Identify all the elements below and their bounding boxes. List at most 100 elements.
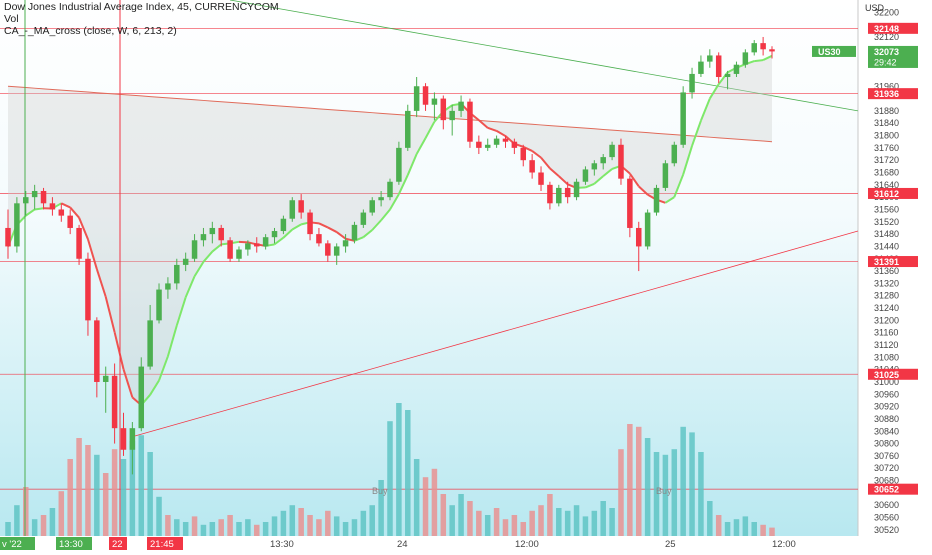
volume-bar: [290, 505, 296, 536]
candle-body: [325, 243, 331, 255]
candle-body: [316, 234, 322, 243]
candle-body: [663, 163, 669, 188]
volume-bar: [121, 459, 127, 536]
candle-body: [707, 55, 713, 61]
y-tick-label: 30760: [874, 451, 899, 461]
volume-bar: [369, 505, 375, 536]
y-tick-label: 31240: [874, 303, 899, 313]
y-tick-label: 31440: [874, 241, 899, 251]
volume-bar: [751, 522, 757, 536]
y-tick-label: 31720: [874, 155, 899, 165]
y-tick-label: 31560: [874, 204, 899, 214]
time-tick-label: 13:30: [270, 539, 294, 550]
volume-bar: [618, 449, 624, 536]
volume-bar: [449, 505, 455, 536]
price-label-value: 31025: [874, 370, 899, 380]
candle-body: [751, 43, 757, 52]
volume-bar: [85, 445, 91, 536]
time-tick-label: 24: [397, 539, 408, 550]
candle-body: [165, 283, 171, 289]
volume-bar: [254, 525, 260, 536]
volume-bar: [476, 511, 482, 536]
indicator-label[interactable]: CA_-_MA_cross (close, W, 6, 213, 2): [4, 25, 279, 37]
candle-body: [94, 320, 100, 382]
candle-body: [609, 145, 615, 157]
volume-bar: [609, 508, 615, 536]
candle-body: [441, 99, 447, 121]
y-tick-label: 30920: [874, 402, 899, 412]
buy-annotation: Buy: [656, 486, 672, 496]
y-tick-label: 31320: [874, 278, 899, 288]
candle-body: [467, 102, 473, 142]
volume-bar: [698, 452, 704, 536]
symbol-title[interactable]: Dow Jones Industrial Average Index, 45, …: [4, 1, 279, 13]
candle-body: [529, 160, 535, 172]
time-tick-label: 12:00: [515, 539, 539, 550]
candle-body: [210, 228, 216, 234]
candle-body: [378, 197, 384, 200]
volume-bar: [592, 511, 598, 536]
volume-bar: [272, 516, 278, 536]
fast-ma-segment: [239, 242, 248, 243]
volume-bar: [680, 427, 686, 536]
price-label-value: 31391: [874, 257, 899, 267]
price-label-value: 31612: [874, 189, 899, 199]
candle-body: [352, 225, 358, 240]
y-tick-label: 31840: [874, 118, 899, 128]
volume-bar: [494, 508, 500, 536]
candle-body: [343, 240, 349, 246]
volume-bar: [352, 519, 358, 536]
y-tick-label: 31080: [874, 352, 899, 362]
volume-bar: [707, 501, 713, 536]
volume-bar: [512, 515, 518, 536]
volume-bar: [423, 477, 429, 536]
volume-bar: [139, 435, 145, 536]
y-tick-label: 31800: [874, 131, 899, 141]
candle-body: [476, 142, 482, 148]
currency-label: USD: [865, 3, 884, 13]
volume-bar: [112, 449, 118, 536]
buy-annotation: Buy: [372, 486, 388, 496]
volume-bar: [281, 511, 287, 536]
candle-body: [263, 237, 269, 246]
candle-body: [458, 102, 464, 111]
y-tick-label: 31680: [874, 168, 899, 178]
y-tick-label: 30840: [874, 426, 899, 436]
candle-body: [41, 191, 47, 203]
candle-body: [405, 111, 411, 148]
price-label-value: 32148: [874, 24, 899, 34]
candle-body: [174, 265, 180, 283]
candle-body: [290, 200, 296, 218]
candle-body: [218, 228, 224, 240]
volume-bar: [183, 522, 189, 536]
volume-bar: [565, 511, 571, 536]
candle-body: [147, 320, 153, 366]
time-tick-label: 21:45: [150, 539, 174, 550]
volume-bar: [672, 449, 678, 536]
volume-bar: [769, 528, 775, 536]
volume-bar: [689, 432, 695, 536]
candle-body: [600, 157, 606, 163]
candle-body: [387, 182, 393, 197]
volume-bar: [94, 455, 100, 536]
time-tick-label: 25: [665, 539, 676, 550]
candle-body: [236, 250, 242, 259]
candle-body: [592, 163, 598, 169]
volume-label[interactable]: Vol: [4, 13, 279, 25]
volume-bar: [325, 511, 331, 536]
candle-body: [521, 148, 527, 160]
volume-bar: [201, 525, 207, 536]
candle-body: [183, 259, 189, 265]
volume-bar: [218, 519, 224, 536]
candle-body: [139, 367, 145, 429]
price-label-value: 31936: [874, 89, 899, 99]
volume-bar: [467, 501, 473, 536]
candle-body: [689, 74, 695, 92]
fast-ma-segment: [754, 60, 763, 61]
volume-bar: [441, 494, 447, 536]
candle-body: [130, 428, 136, 450]
y-axis: 3220032120320403196031880318403180031760…: [874, 7, 899, 535]
candle-body: [769, 49, 775, 51]
